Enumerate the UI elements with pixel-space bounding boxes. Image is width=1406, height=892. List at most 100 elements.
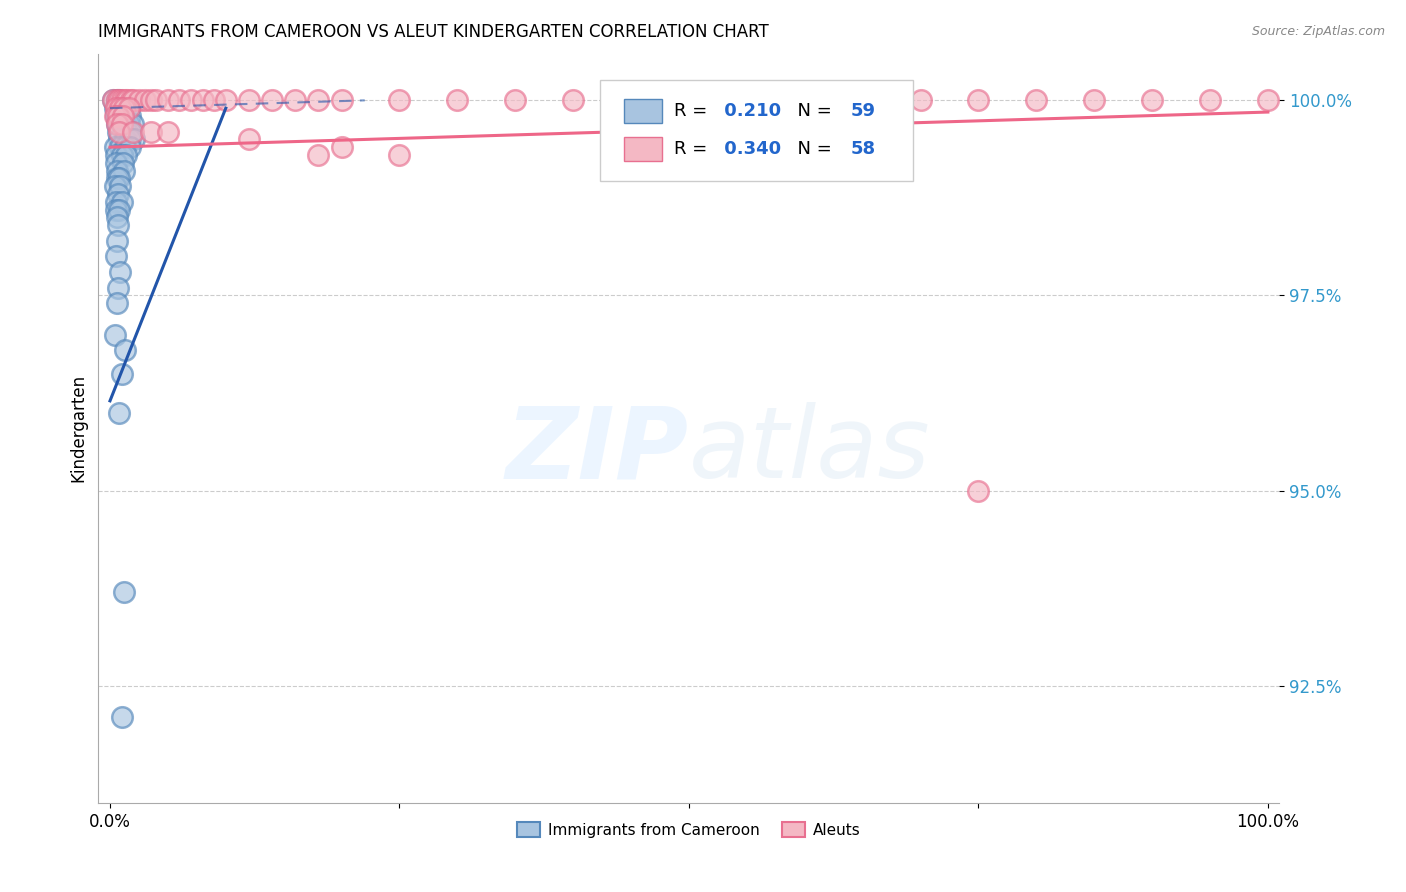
Point [110, 94, 132, 108]
Point [114, 132, 136, 146]
Text: 0.210: 0.210 [718, 103, 782, 120]
Text: R =: R = [673, 140, 713, 158]
Point [120, 125, 142, 139]
Point [1257, 94, 1279, 108]
Point [388, 148, 411, 162]
Point [330, 140, 353, 154]
Point [262, 94, 284, 108]
Point [110, 101, 132, 115]
Point [1083, 94, 1105, 108]
Point [215, 94, 238, 108]
Text: 0.340: 0.340 [718, 140, 782, 158]
Point [134, 94, 156, 108]
Point [156, 125, 179, 139]
Point [111, 109, 134, 123]
Point [117, 117, 139, 131]
Point [110, 179, 132, 194]
Point [105, 171, 128, 186]
Legend: Immigrants from Cameroon, Aleuts: Immigrants from Cameroon, Aleuts [510, 815, 868, 844]
Point [620, 94, 643, 108]
Point [107, 281, 129, 295]
Point [307, 94, 329, 108]
Text: ZIP: ZIP [506, 402, 689, 500]
Point [107, 101, 129, 115]
Point [156, 94, 179, 108]
Point [139, 94, 162, 108]
Point [108, 171, 131, 186]
Point [852, 94, 875, 108]
Point [503, 94, 526, 108]
Point [107, 219, 129, 233]
Point [678, 140, 700, 154]
Point [117, 94, 139, 108]
Point [139, 125, 162, 139]
Point [238, 132, 260, 146]
Point [678, 94, 700, 108]
Text: 59: 59 [851, 103, 876, 120]
Point [284, 94, 307, 108]
Point [108, 94, 131, 108]
Point [1199, 94, 1222, 108]
Point [114, 101, 136, 115]
Point [967, 483, 990, 498]
Point [128, 94, 150, 108]
Point [122, 117, 145, 131]
Text: N =: N = [786, 140, 838, 158]
FancyBboxPatch shape [624, 99, 662, 123]
Point [110, 117, 132, 131]
Point [562, 94, 585, 108]
Point [1140, 94, 1163, 108]
Point [238, 94, 260, 108]
Point [108, 109, 131, 123]
Point [967, 94, 990, 108]
Point [110, 710, 132, 724]
Point [120, 94, 142, 108]
Point [110, 367, 132, 381]
FancyBboxPatch shape [624, 136, 662, 161]
Point [108, 406, 131, 420]
Point [104, 140, 127, 154]
Point [388, 94, 411, 108]
Point [110, 101, 132, 115]
Point [107, 187, 129, 202]
Point [112, 163, 135, 178]
Point [104, 250, 127, 264]
Point [105, 117, 128, 131]
Point [103, 94, 125, 108]
Point [1025, 94, 1047, 108]
Point [108, 125, 131, 139]
Point [118, 132, 141, 146]
Text: IMMIGRANTS FROM CAMEROON VS ALEUT KINDERGARTEN CORRELATION CHART: IMMIGRANTS FROM CAMEROON VS ALEUT KINDER… [98, 23, 769, 41]
FancyBboxPatch shape [600, 79, 914, 181]
Point [307, 148, 329, 162]
Point [104, 101, 127, 115]
Text: 58: 58 [851, 140, 876, 158]
Point [105, 163, 128, 178]
Y-axis label: Kindergarten: Kindergarten [69, 374, 87, 483]
Point [118, 109, 141, 123]
Point [110, 148, 132, 162]
Point [117, 101, 139, 115]
Point [105, 296, 128, 310]
Point [107, 109, 129, 123]
Point [122, 94, 145, 108]
Text: atlas: atlas [689, 402, 931, 500]
Point [105, 211, 128, 225]
Point [112, 585, 135, 599]
Point [104, 109, 127, 123]
Point [910, 94, 932, 108]
Text: Source: ZipAtlas.com: Source: ZipAtlas.com [1251, 25, 1385, 38]
Point [105, 94, 128, 108]
Point [104, 202, 127, 217]
Point [111, 156, 134, 170]
Point [104, 194, 127, 209]
Point [104, 109, 127, 123]
Point [110, 117, 132, 131]
Point [108, 202, 131, 217]
Point [446, 94, 468, 108]
Point [169, 94, 191, 108]
Point [110, 265, 132, 279]
Point [108, 94, 131, 108]
Point [104, 327, 127, 342]
Point [104, 101, 127, 115]
